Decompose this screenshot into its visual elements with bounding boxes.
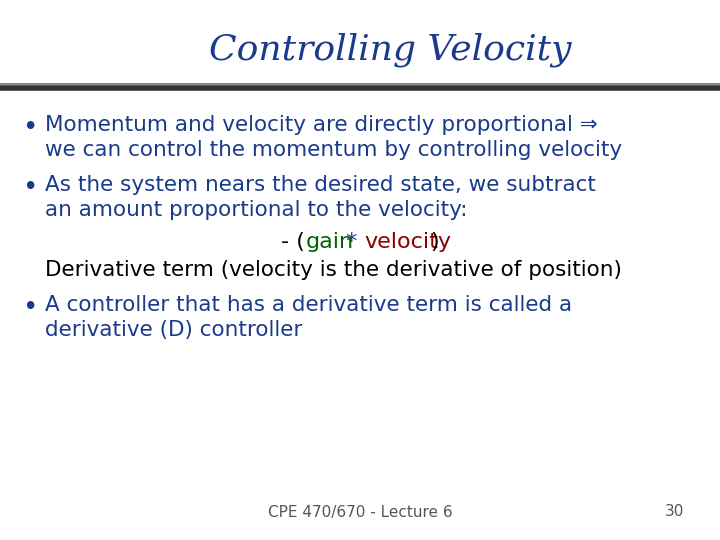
Text: Momentum and velocity are directly proportional ⇒: Momentum and velocity are directly propo…	[45, 115, 598, 135]
Text: *: *	[339, 232, 365, 252]
Text: ): )	[431, 232, 439, 252]
Text: •: •	[22, 115, 37, 141]
Text: Controlling Velocity: Controlling Velocity	[209, 33, 571, 68]
Text: an amount proportional to the velocity:: an amount proportional to the velocity:	[45, 200, 467, 220]
Text: 30: 30	[665, 504, 685, 519]
Text: •: •	[22, 175, 37, 201]
Text: Derivative term (velocity is the derivative of position): Derivative term (velocity is the derivat…	[45, 260, 622, 280]
Text: As the system nears the desired state, we subtract: As the system nears the desired state, w…	[45, 175, 596, 195]
Text: A controller that has a derivative term is called a: A controller that has a derivative term …	[45, 295, 572, 315]
Text: velocity: velocity	[364, 232, 451, 252]
Text: we can control the momentum by controlling velocity: we can control the momentum by controlli…	[45, 140, 622, 160]
Text: •: •	[22, 295, 37, 321]
Text: CPE 470/670 - Lecture 6: CPE 470/670 - Lecture 6	[268, 504, 452, 519]
Text: - (: - (	[281, 232, 305, 252]
Text: derivative (D) controller: derivative (D) controller	[45, 320, 302, 340]
Text: gain: gain	[306, 232, 354, 252]
